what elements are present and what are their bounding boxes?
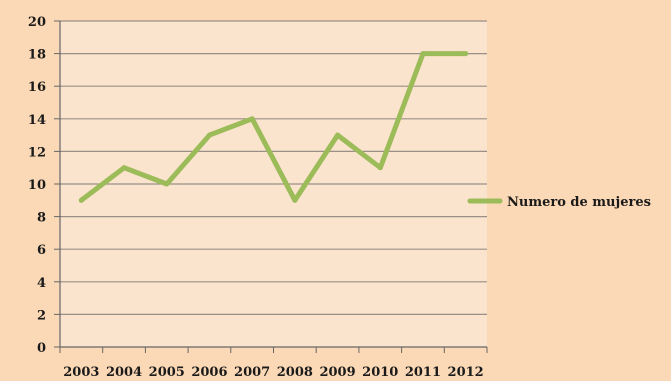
- y-tick-label-6: 6: [37, 243, 46, 258]
- y-tick-label-16: 16: [28, 80, 46, 95]
- legend-label: Numero de mujeres: [507, 195, 651, 210]
- y-tick-label-12: 12: [28, 145, 46, 160]
- x-tick-label-2009: 2009: [319, 365, 355, 380]
- x-tick-label-2004: 2004: [106, 365, 142, 380]
- y-tick-label-4: 4: [37, 276, 46, 291]
- y-tick-label-14: 14: [28, 113, 46, 128]
- y-tick-label-18: 18: [28, 48, 46, 63]
- tick-labels: 0 2 4 6 8 10 12 14 16 18 20 2003 2004 2005 2006 2007 200…: [28, 15, 484, 380]
- data-point-2012: [463, 51, 469, 57]
- data-point-2009: [335, 132, 341, 138]
- data-point-2006: [206, 132, 212, 138]
- data-point-2004: [121, 165, 127, 171]
- data-point-2005: [164, 181, 170, 187]
- y-tick-label-10: 10: [28, 178, 46, 193]
- x-tick-label-2005: 2005: [149, 365, 185, 380]
- y-tick-label-2: 2: [37, 308, 46, 323]
- data-point-2011: [420, 51, 426, 57]
- data-point-2007: [249, 116, 255, 122]
- y-tick-label-20: 20: [28, 15, 46, 30]
- data-point-2008: [292, 197, 298, 203]
- x-tick-label-2010: 2010: [362, 365, 398, 380]
- gridlines: [54, 20, 487, 348]
- x-tick-label-2011: 2011: [405, 365, 441, 380]
- y-tick-label-0: 0: [37, 341, 46, 356]
- x-tick-label-2006: 2006: [191, 365, 227, 380]
- x-tick-label-2007: 2007: [234, 365, 270, 380]
- x-tick-label-2003: 2003: [63, 365, 99, 380]
- data-point-2003: [78, 197, 84, 203]
- legend: Numero de mujeres: [467, 195, 651, 210]
- data-point-2010: [377, 165, 383, 171]
- axes: [59, 21, 488, 353]
- series-line-0: [78, 51, 469, 203]
- series-layer: [78, 51, 469, 203]
- y-tick-label-8: 8: [37, 211, 46, 226]
- x-tick-label-2008: 2008: [277, 365, 313, 380]
- x-tick-label-2012: 2012: [448, 365, 484, 380]
